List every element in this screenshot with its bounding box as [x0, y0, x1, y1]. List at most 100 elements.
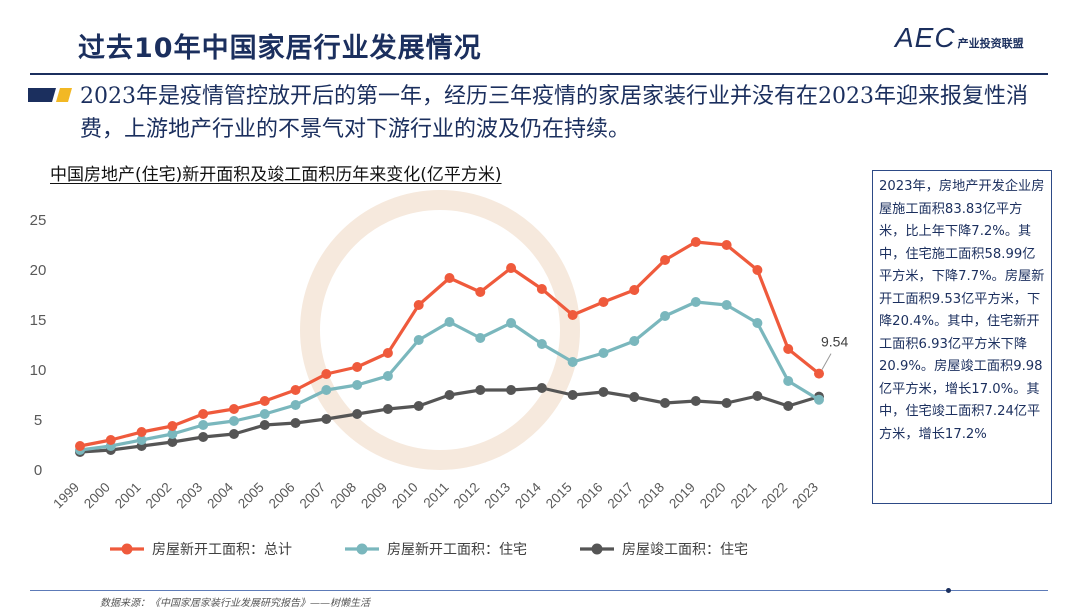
data-point: [475, 333, 486, 343]
watermark-logo: [300, 190, 580, 470]
x-tick-label: 2020: [697, 480, 729, 512]
y-tick-label: 15: [30, 312, 47, 329]
data-point: [629, 285, 640, 295]
data-point: [228, 416, 239, 426]
bullet-icon: [28, 88, 72, 102]
data-point: [444, 390, 455, 400]
data-point: [352, 362, 363, 372]
x-tick-label: 2004: [204, 479, 236, 511]
data-point: [598, 348, 609, 358]
x-tick-label: 1999: [50, 480, 82, 512]
data-point: [660, 255, 671, 265]
footer-divider: [30, 590, 1048, 591]
annotation-label: 9.54: [821, 334, 848, 350]
data-point: [629, 392, 640, 402]
data-point: [506, 385, 517, 395]
data-point: [567, 310, 578, 320]
data-point: [814, 394, 824, 405]
data-point: [290, 385, 301, 395]
legend-marker: [121, 543, 133, 555]
legend-marker: [356, 543, 368, 555]
data-point: [198, 420, 209, 430]
x-tick-label: 2002: [143, 480, 175, 512]
x-tick-label: 2008: [327, 480, 359, 512]
x-tick-label: 2012: [451, 480, 483, 512]
data-point: [413, 401, 424, 411]
data-point: [413, 335, 424, 345]
x-tick-label: 2015: [543, 480, 575, 512]
x-tick-label: 2013: [481, 480, 513, 512]
data-point: [752, 318, 763, 328]
data-point: [660, 311, 671, 321]
x-tick-label: 2007: [297, 480, 329, 512]
data-point: [105, 435, 116, 445]
x-tick-label: 2022: [758, 480, 790, 512]
y-tick-label: 25: [30, 212, 47, 229]
data-point: [136, 427, 147, 437]
data-point: [783, 376, 794, 386]
data-point: [752, 391, 763, 401]
data-point: [814, 368, 824, 379]
data-point: [382, 404, 393, 414]
data-point: [721, 240, 732, 250]
x-tick-label: 2023: [789, 480, 821, 512]
data-point: [198, 432, 209, 442]
annotation-leader: [821, 353, 832, 370]
y-tick-label: 20: [30, 262, 47, 279]
x-tick-label: 2019: [666, 480, 698, 512]
data-point: [321, 414, 332, 424]
title-divider: [30, 73, 1048, 75]
data-point: [536, 284, 547, 294]
data-point: [721, 300, 732, 310]
data-point: [228, 404, 239, 414]
data-point: [290, 418, 301, 428]
series-line-0: [79, 240, 820, 448]
data-point: [475, 287, 486, 297]
x-tick-label: 2017: [605, 480, 637, 512]
data-point: [382, 371, 393, 381]
data-point: [259, 409, 270, 419]
data-point: [382, 348, 393, 358]
logo: AEC 产业投资联盟: [895, 22, 1024, 56]
x-tick-label: 2001: [112, 480, 144, 512]
data-point: [506, 318, 517, 328]
data-point: [690, 297, 701, 307]
x-tick-label: 2018: [635, 480, 667, 512]
data-point: [690, 396, 701, 406]
data-point: [783, 401, 794, 411]
data-point: [690, 237, 701, 247]
x-tick-label: 2000: [81, 480, 113, 512]
page-title: 过去10年中国家居行业发展情况: [78, 33, 482, 64]
data-point: [352, 409, 363, 419]
data-point: [136, 435, 147, 445]
data-point: [660, 398, 671, 408]
chart-title: 中国房地产(住宅)新开面积及竣工面积历年来变化(亿平方米): [50, 165, 502, 185]
logo-mark: AEC: [895, 22, 956, 53]
data-point: [167, 437, 178, 447]
data-point: [536, 339, 547, 349]
data-point: [567, 357, 578, 367]
legend-label: 房屋竣工面积：住宅: [622, 542, 748, 558]
x-tick-label: 2006: [266, 480, 298, 512]
data-point: [167, 429, 178, 439]
data-point: [567, 390, 578, 400]
data-point: [629, 336, 640, 346]
x-tick-label: 2003: [173, 480, 205, 512]
data-point: [198, 409, 209, 419]
data-point: [321, 369, 332, 379]
data-point: [413, 300, 424, 310]
data-point: [598, 297, 609, 307]
x-tick-label: 2010: [389, 480, 421, 512]
x-tick-label: 2014: [512, 479, 544, 511]
logo-text: 产业投资联盟: [957, 37, 1024, 50]
data-point: [444, 317, 455, 327]
legend-label: 房屋新开工面积：总计: [152, 542, 292, 558]
data-point: [259, 396, 270, 406]
legend-label: 房屋新开工面积：住宅: [387, 542, 527, 558]
y-tick-label: 5: [34, 412, 42, 429]
summary-note: 2023年，房地产开发企业房屋施工面积83.83亿平方米，比上年下降7.2%。其…: [872, 170, 1052, 504]
data-point: [352, 380, 363, 390]
data-point: [783, 344, 794, 354]
data-point: [506, 263, 517, 273]
